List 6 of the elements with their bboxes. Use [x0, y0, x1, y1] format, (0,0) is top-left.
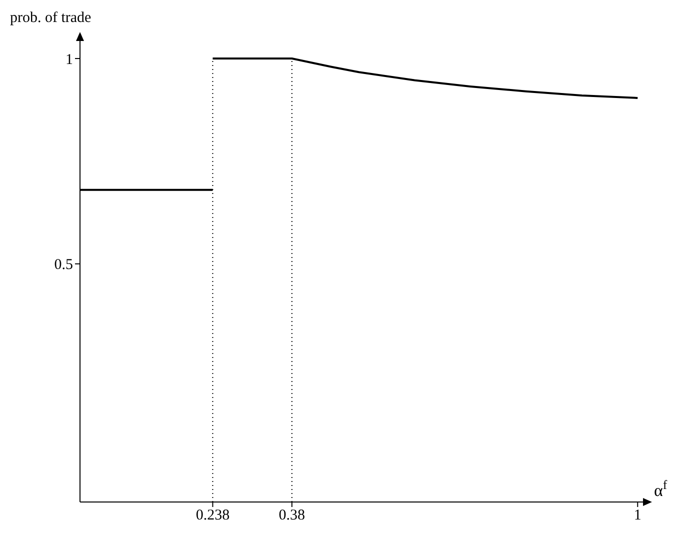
y-tick-label: 0.5: [54, 257, 73, 274]
x-axis-title: α$^{f}$: [654, 478, 668, 500]
x-tick-label: 1: [634, 508, 642, 524]
x-tick-label: 0.238: [196, 508, 230, 524]
y-axis-title: prob. of trade: [10, 10, 92, 26]
x-tick-label: 0.38: [278, 508, 306, 524]
